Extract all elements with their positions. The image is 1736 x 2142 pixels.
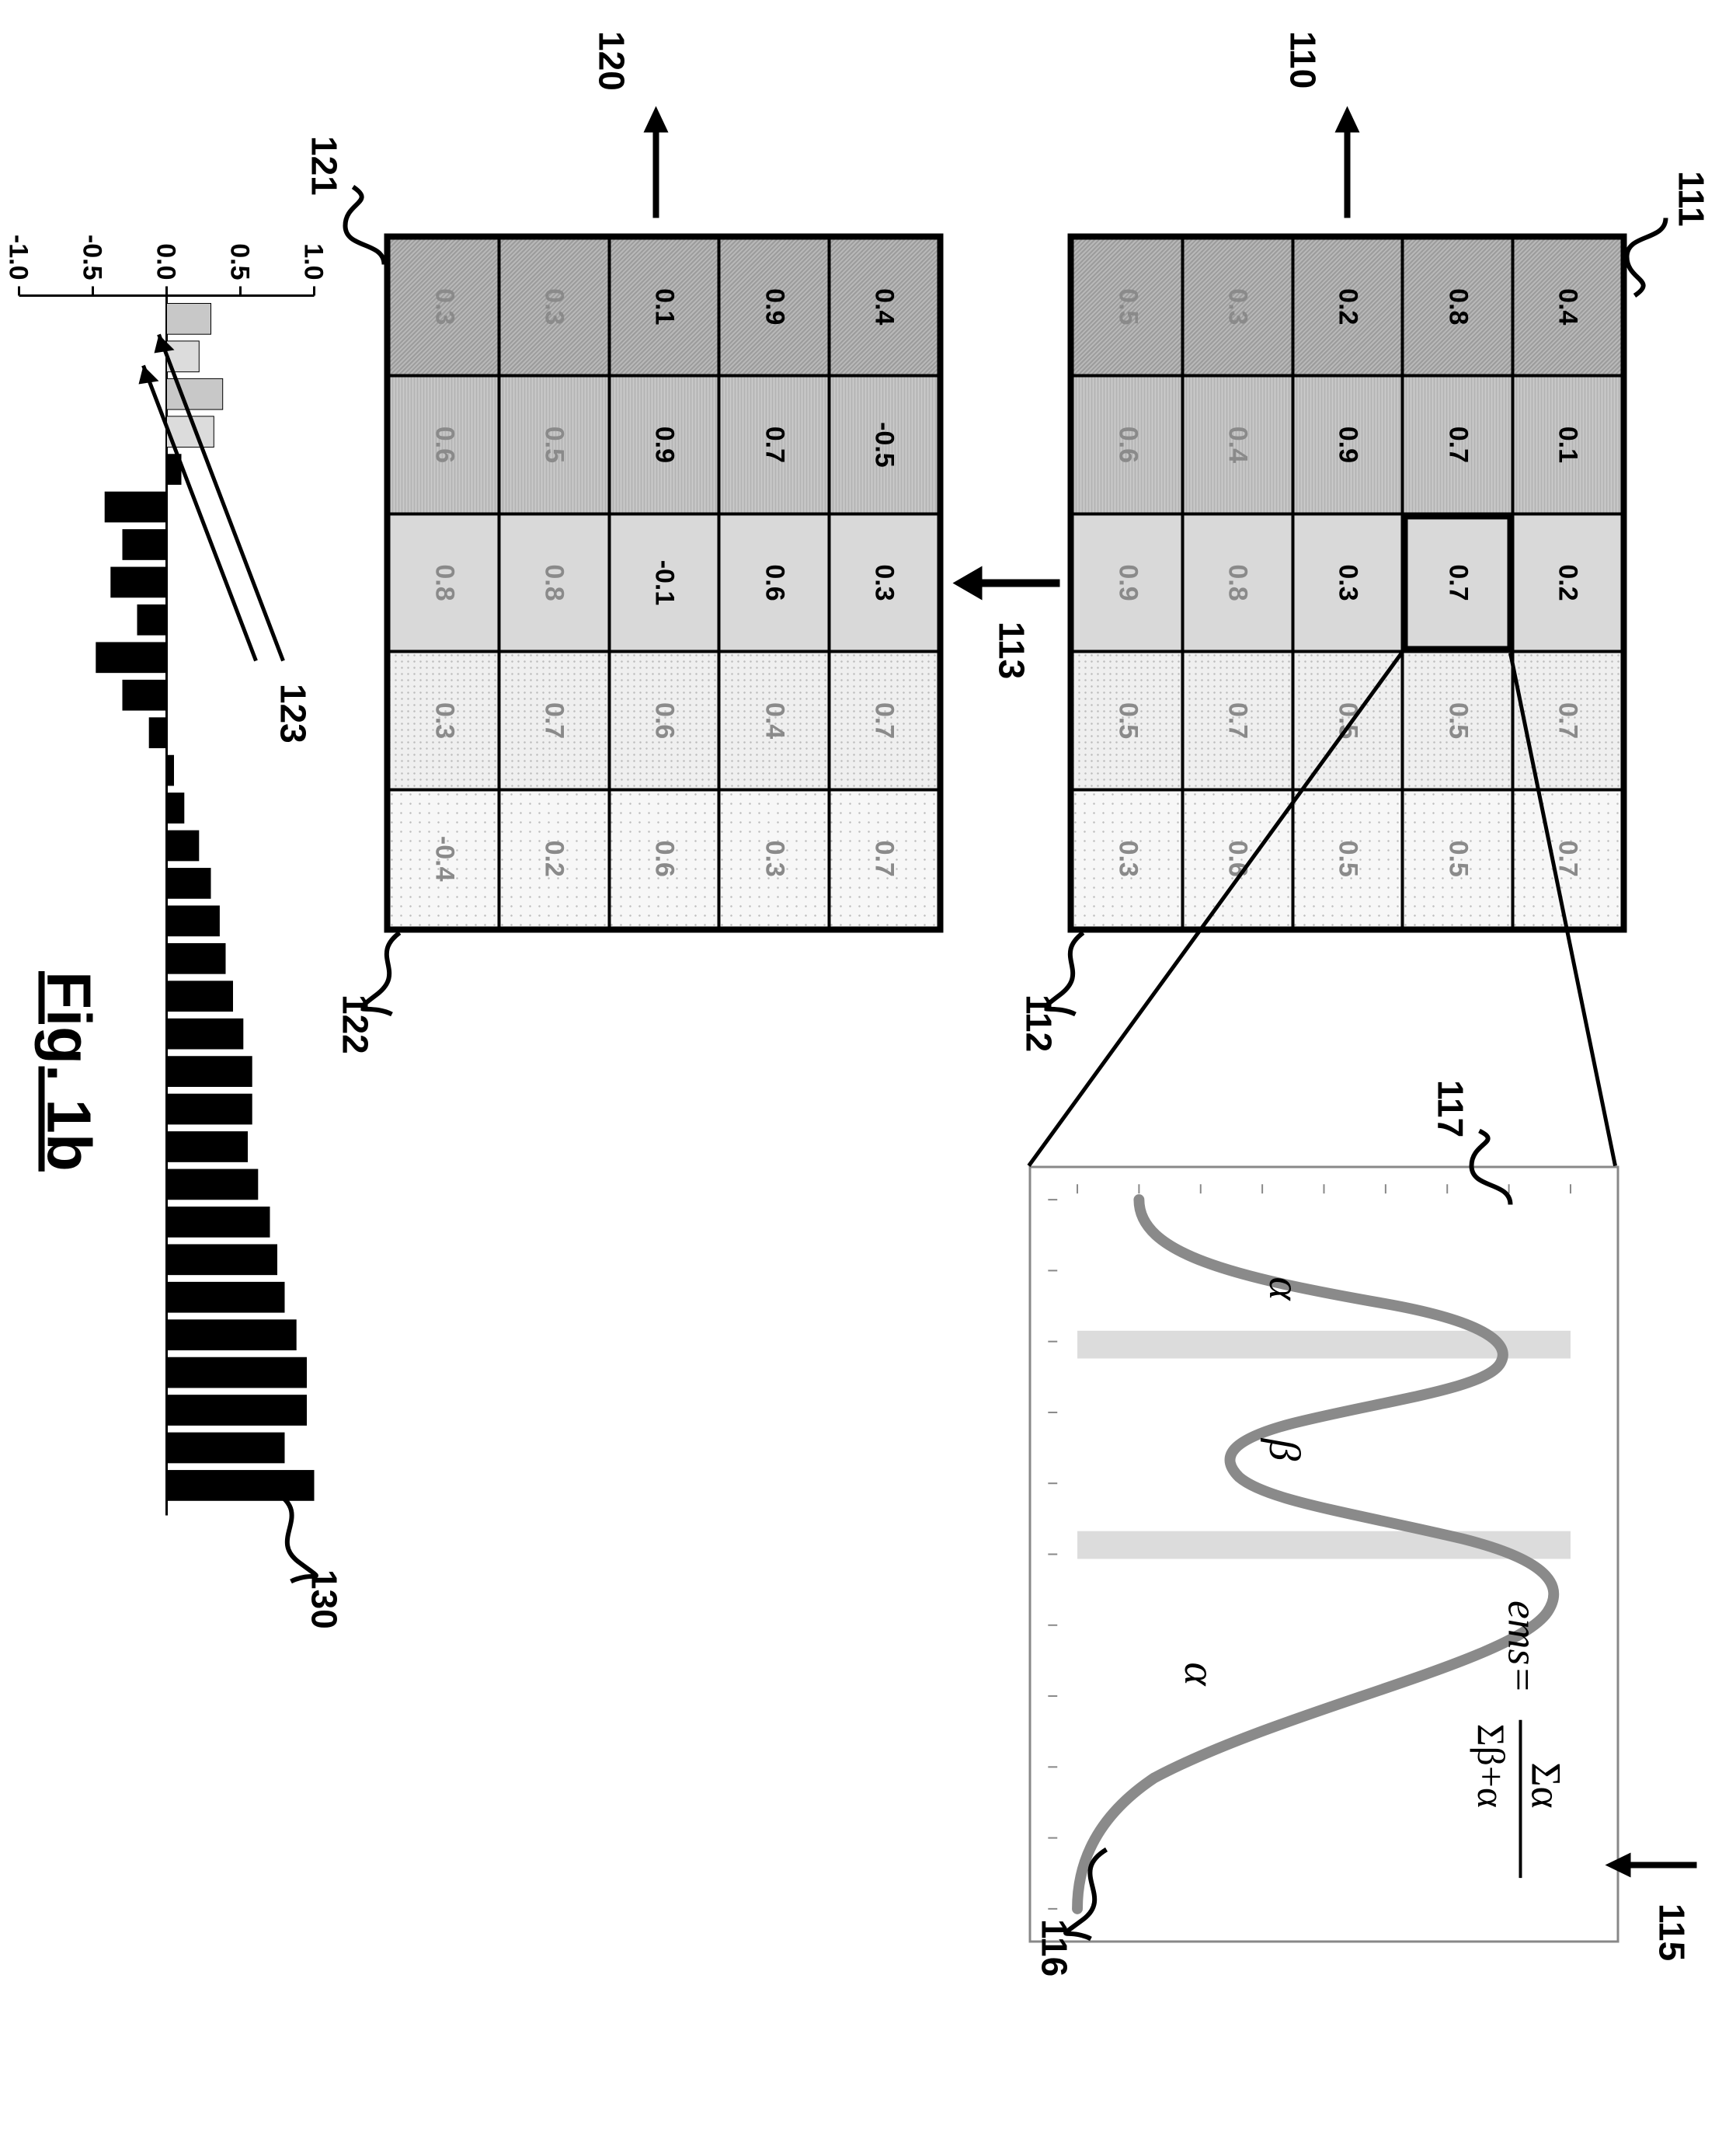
svg-text:Σα: Σα <box>1523 1762 1570 1808</box>
grid-cell: 0.1 <box>609 238 719 376</box>
grid-cell: 0.7 <box>499 652 610 790</box>
svg-text:α: α <box>1261 1276 1310 1301</box>
lead-111 <box>1619 210 1674 303</box>
svg-text:Σβ+α: Σβ+α <box>1470 1723 1512 1807</box>
figure-label: Fig. 1b <box>33 971 105 1172</box>
grid-cell: 0.3 <box>499 238 610 376</box>
grid-cell: 0.4 <box>1183 376 1293 514</box>
ref-122: 122 <box>335 994 377 1054</box>
grid-cell: -0.4 <box>389 789 499 928</box>
grid-cell: -0.1 <box>609 514 719 652</box>
grid-cell: 0.3 <box>1292 514 1403 652</box>
grid-cell: 0.7 <box>1403 376 1513 514</box>
grid-cell: 0.6 <box>609 652 719 790</box>
grid-cell: 0.7 <box>829 652 939 790</box>
grid-cell: 0.9 <box>1073 514 1183 652</box>
grid-cell: 0.3 <box>1183 238 1293 376</box>
svg-text:β: β <box>1261 1437 1310 1461</box>
grid-cell: 0.4 <box>719 652 830 790</box>
arrow-113 <box>951 559 1060 606</box>
ref-111: 111 <box>1671 171 1713 227</box>
ref-121: 121 <box>304 136 346 196</box>
ref-130: 130 <box>304 1569 346 1629</box>
grid-cell: 0.2 <box>1292 238 1403 376</box>
ref-110: 110 <box>1282 31 1324 89</box>
grid-cell: 0.3 <box>719 789 830 928</box>
svg-text:-0.5: -0.5 <box>78 234 107 280</box>
ref-120: 120 <box>591 31 633 91</box>
grid-cell: 0.4 <box>829 238 939 376</box>
svg-text:0.0: 0.0 <box>151 243 181 280</box>
grid-cell: 0.7 <box>829 789 939 928</box>
connector-top <box>1495 653 1619 1173</box>
ref-123: 123 <box>273 684 315 744</box>
grid-cell: 0.6 <box>719 514 830 652</box>
lead-123 <box>136 326 291 668</box>
grid-cell: 0.3 <box>389 652 499 790</box>
spectrum-panel: α β α ems= Σα Σβ+α <box>1029 1165 1619 1942</box>
grid-cell: 0.8 <box>1183 514 1293 652</box>
grid-cell: -0.5 <box>829 376 939 514</box>
arrow-115 <box>1604 1841 1697 1888</box>
arrow-120 <box>625 101 687 218</box>
svg-text:1.0: 1.0 <box>299 243 329 280</box>
grid-cell: 0.2 <box>499 789 610 928</box>
grid-cell: 0.6 <box>609 789 719 928</box>
grid-cell: 0.5 <box>1073 238 1183 376</box>
svg-text:α: α <box>1175 1662 1224 1687</box>
ref-115: 115 <box>1651 1903 1693 1961</box>
lead-121 <box>338 179 392 272</box>
ref-117: 117 <box>1430 1080 1472 1137</box>
grid-cell: 0.1 <box>1512 376 1623 514</box>
arrow-110 <box>1317 101 1379 218</box>
grid-cell: 0.5 <box>499 376 610 514</box>
grid-cell: 0.4 <box>1512 238 1623 376</box>
connector-bot <box>1021 653 1402 1173</box>
svg-text:-1.0: -1.0 <box>4 234 33 280</box>
grid-cell: 0.8 <box>1403 238 1513 376</box>
grid-cell: 0.7 <box>719 376 830 514</box>
grid-120: 0.4-0.50.30.70.70.90.70.60.40.30.10.9-0.… <box>384 233 944 932</box>
grid-cell: 0.7 <box>1403 514 1513 652</box>
grid-cell: 0.3 <box>389 238 499 376</box>
grid-cell: 0.2 <box>1512 514 1623 652</box>
svg-text:0.5: 0.5 <box>225 243 255 280</box>
grid-cell: 0.9 <box>609 376 719 514</box>
grid-cell: 0.8 <box>389 514 499 652</box>
grid-cell: 0.8 <box>499 514 610 652</box>
grid-cell: 0.6 <box>1073 376 1183 514</box>
grid-cell: 0.9 <box>1292 376 1403 514</box>
grid-cell: 0.3 <box>829 514 939 652</box>
lead-117 <box>1464 1127 1519 1212</box>
figure-stage: 0.40.10.20.70.70.80.70.70.50.50.20.90.30… <box>0 0 1736 2142</box>
svg-text:ems=: ems= <box>1500 1600 1546 1693</box>
grid-cell: 0.6 <box>389 376 499 514</box>
ref-116: 116 <box>1034 1919 1076 1977</box>
grid-cell: 0.9 <box>719 238 830 376</box>
